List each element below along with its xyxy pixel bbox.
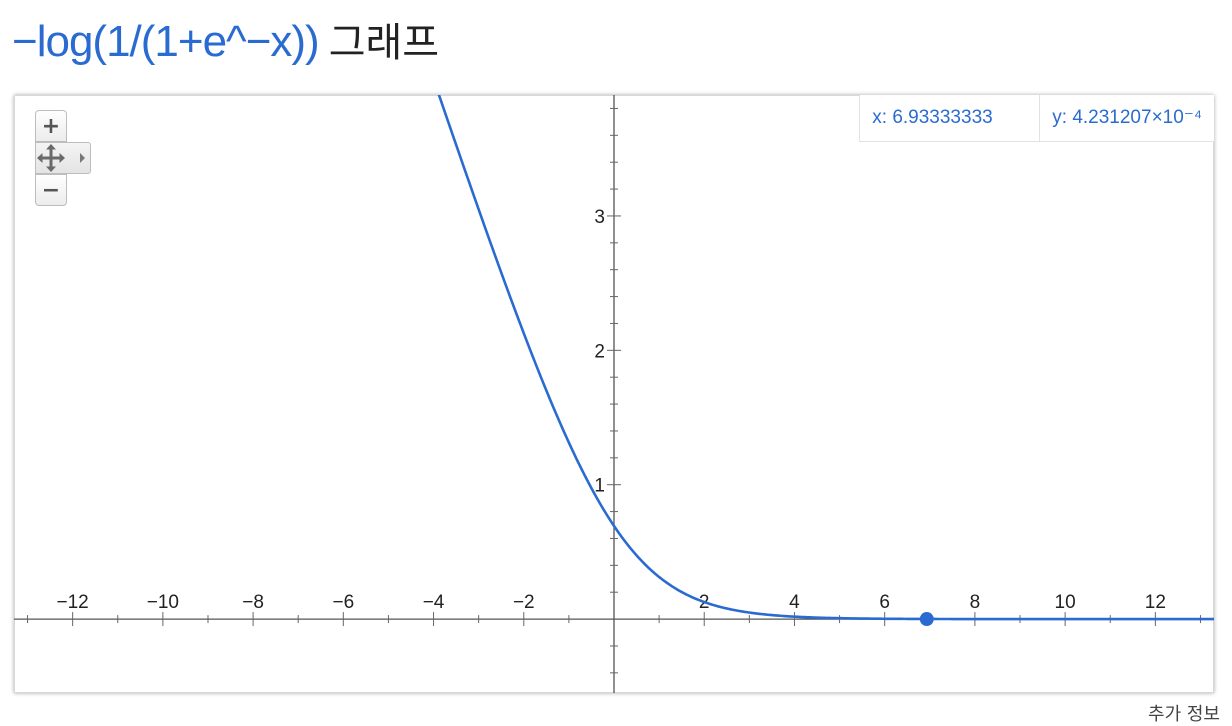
graph-frame[interactable]: −12 −10 −8 −6 −4 −2 2 4 6 8 10 12 1 2 3 x: 6.93333333 … — [14, 95, 1214, 693]
x-tick-label: 4 — [789, 592, 800, 613]
highlight-point — [919, 612, 934, 627]
more-info-link[interactable]: 추가 정보 — [1148, 704, 1220, 725]
x-tick-label: −2 — [513, 592, 535, 613]
y-tick-label: 1 — [594, 476, 605, 497]
x-tick-label: 10 — [1055, 592, 1076, 613]
y-tick-label: 2 — [594, 341, 605, 362]
title-formula: −log(1/(1+e^−x)) — [12, 17, 320, 66]
x-tick-label: −12 — [57, 592, 89, 613]
y-tick-label: 3 — [594, 207, 605, 228]
x-tick-label: −6 — [332, 592, 354, 613]
zoom-in-button[interactable]: + — [35, 110, 67, 142]
function-curve — [437, 95, 1214, 621]
page-title: −log(1/(1+e^−x)) 그래프 — [12, 10, 439, 70]
x-tick-label: 6 — [879, 592, 890, 613]
readout-x: x: 6.93333333 — [860, 95, 1041, 141]
pan-button[interactable] — [35, 142, 91, 174]
x-tick-label: −8 — [242, 592, 264, 613]
x-tick-label: 12 — [1145, 592, 1166, 613]
zoom-out-button[interactable]: − — [35, 174, 67, 206]
title-suffix: 그래프 — [328, 20, 440, 66]
x-tick-label: −10 — [147, 592, 179, 613]
pan-expand-icon — [80, 153, 85, 163]
move-icon — [37, 144, 65, 172]
coordinate-readout: x: 6.93333333 y: 4.231207×10⁻⁴ — [859, 95, 1214, 142]
readout-y: y: 4.231207×10⁻⁴ — [1052, 107, 1202, 128]
x-tick-label: 8 — [970, 592, 981, 613]
x-tick-label: −4 — [423, 592, 445, 613]
graph-controls: + − — [35, 110, 95, 212]
